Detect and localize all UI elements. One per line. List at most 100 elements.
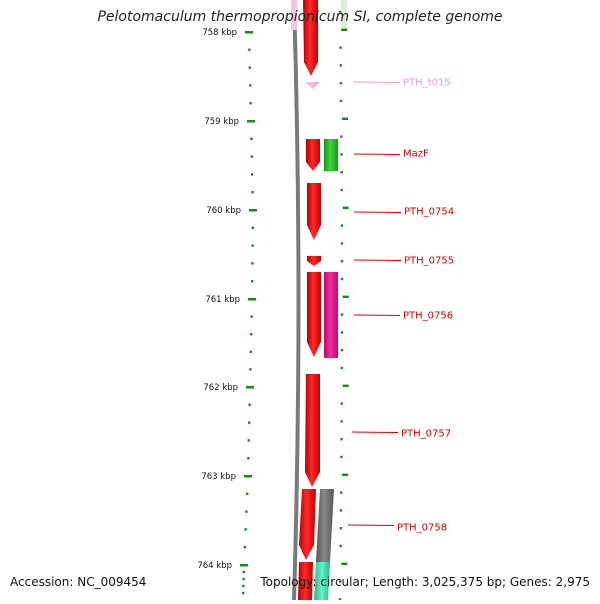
minor-tick <box>249 350 252 353</box>
minor-tick <box>338 598 342 601</box>
cds-arrow <box>306 139 320 171</box>
minor-tick <box>251 191 254 194</box>
ruler-ticks: 758 kbp 759 kbp 760 kbp 761 kbp 762 kbp 763 k… <box>197 10 349 601</box>
minor-tick <box>340 242 344 245</box>
minor-tick <box>242 584 245 588</box>
minor-tick <box>340 277 344 281</box>
minor-tick <box>248 48 251 51</box>
gene-label[interactable]: PTH_0755 <box>404 256 454 267</box>
minor-tick <box>251 244 254 247</box>
gene-label[interactable]: PTH_0756 <box>403 311 453 322</box>
minor-tick <box>340 438 343 441</box>
minor-tick <box>248 403 251 406</box>
minor-tick <box>339 82 343 85</box>
minor-tick <box>339 580 342 583</box>
minor-tick <box>249 84 252 87</box>
cds-arrow <box>305 374 320 487</box>
cds-arrow <box>307 272 321 357</box>
minor-tick <box>339 544 342 548</box>
genome-backbone <box>292 0 301 601</box>
minor-tick <box>340 260 344 263</box>
minor-tick <box>340 171 343 174</box>
minor-tick <box>340 366 344 370</box>
gene-labels: PTH_t015 MazF PTH_0754 PTH_0755 PTH_0756 PTH_… <box>347 78 454 534</box>
gene-label[interactable]: PTH_0754 <box>404 207 454 218</box>
minor-tick <box>340 331 344 334</box>
minor-tick <box>250 315 253 318</box>
major-tick <box>342 384 349 387</box>
tick-label: 759 kbp <box>204 117 239 127</box>
minor-tick <box>339 64 342 67</box>
major-tick <box>342 206 349 209</box>
minor-tick <box>340 153 343 156</box>
minor-tick <box>249 368 252 371</box>
tick-label: 763 kbp <box>201 472 236 482</box>
tick-label: 764 kbp <box>197 561 232 571</box>
tick-label: 761 kbp <box>205 295 240 305</box>
minor-tick <box>339 99 343 103</box>
gene-label[interactable]: PTH_t015 <box>403 78 451 89</box>
minor-tick <box>243 546 246 549</box>
cds-arrow <box>307 183 321 240</box>
minor-tick <box>250 155 253 158</box>
major-tick <box>341 562 348 565</box>
gene-label[interactable]: PTH_0757 <box>401 429 451 440</box>
pth0758-partner-feature <box>316 489 334 562</box>
tick-label: 762 kbp <box>203 383 238 393</box>
minor-tick <box>339 509 343 512</box>
minor-tick <box>339 527 343 530</box>
rna-track-band <box>341 0 347 30</box>
minor-tick <box>339 491 343 494</box>
tick-label: 760 kbp <box>206 206 241 216</box>
cds-arrow <box>298 562 313 600</box>
minor-tick <box>245 510 248 513</box>
minor-tick <box>339 46 342 49</box>
major-tick <box>249 209 257 212</box>
minor-tick <box>340 402 343 405</box>
pth0756-partner-feature <box>324 272 338 358</box>
minor-tick <box>338 10 342 14</box>
accession-text: Accession: NC_009454 <box>10 575 147 589</box>
minor-tick <box>247 439 250 442</box>
tick-label: 758 kbp <box>202 28 237 38</box>
minor-tick <box>340 349 344 352</box>
major-tick <box>244 475 252 478</box>
minor-tick <box>340 135 343 138</box>
gene-leader-line <box>347 524 395 526</box>
major-tick <box>341 28 348 31</box>
minor-tick <box>249 102 252 105</box>
minor-tick <box>251 173 254 176</box>
cds-arrow <box>303 0 318 76</box>
major-tick <box>245 31 253 34</box>
cds-arrow <box>299 489 316 560</box>
major-tick <box>248 298 256 301</box>
gene-leader-line <box>352 81 401 83</box>
minor-tick <box>244 528 247 531</box>
gene-leader-line <box>353 259 402 261</box>
map-title: Pelotomaculum thermopropionicum SI, comp… <box>97 9 503 25</box>
major-tick <box>246 386 254 389</box>
gene-label[interactable]: PTH_0758 <box>397 523 447 534</box>
gene-leader-line <box>353 314 401 316</box>
minor-tick <box>340 313 344 316</box>
major-tick <box>240 564 248 567</box>
rna-track-band <box>291 0 297 30</box>
minor-tick <box>248 66 251 69</box>
genome-summary-text: Topology: circular; Length: 3,025,375 bp… <box>260 575 590 589</box>
gene-leader-line <box>353 153 401 155</box>
gene-label[interactable]: MazF <box>403 149 429 160</box>
minor-tick <box>242 570 245 574</box>
major-tick <box>247 120 255 123</box>
major-tick <box>342 295 349 298</box>
minor-tick <box>251 280 254 283</box>
minor-tick <box>340 420 343 423</box>
minor-tick <box>242 577 245 581</box>
major-tick <box>342 117 349 120</box>
major-tick <box>342 473 349 476</box>
minor-tick <box>340 188 343 192</box>
cds-arrow <box>307 256 321 266</box>
minor-tick <box>250 333 253 336</box>
minor-tick <box>242 591 245 595</box>
